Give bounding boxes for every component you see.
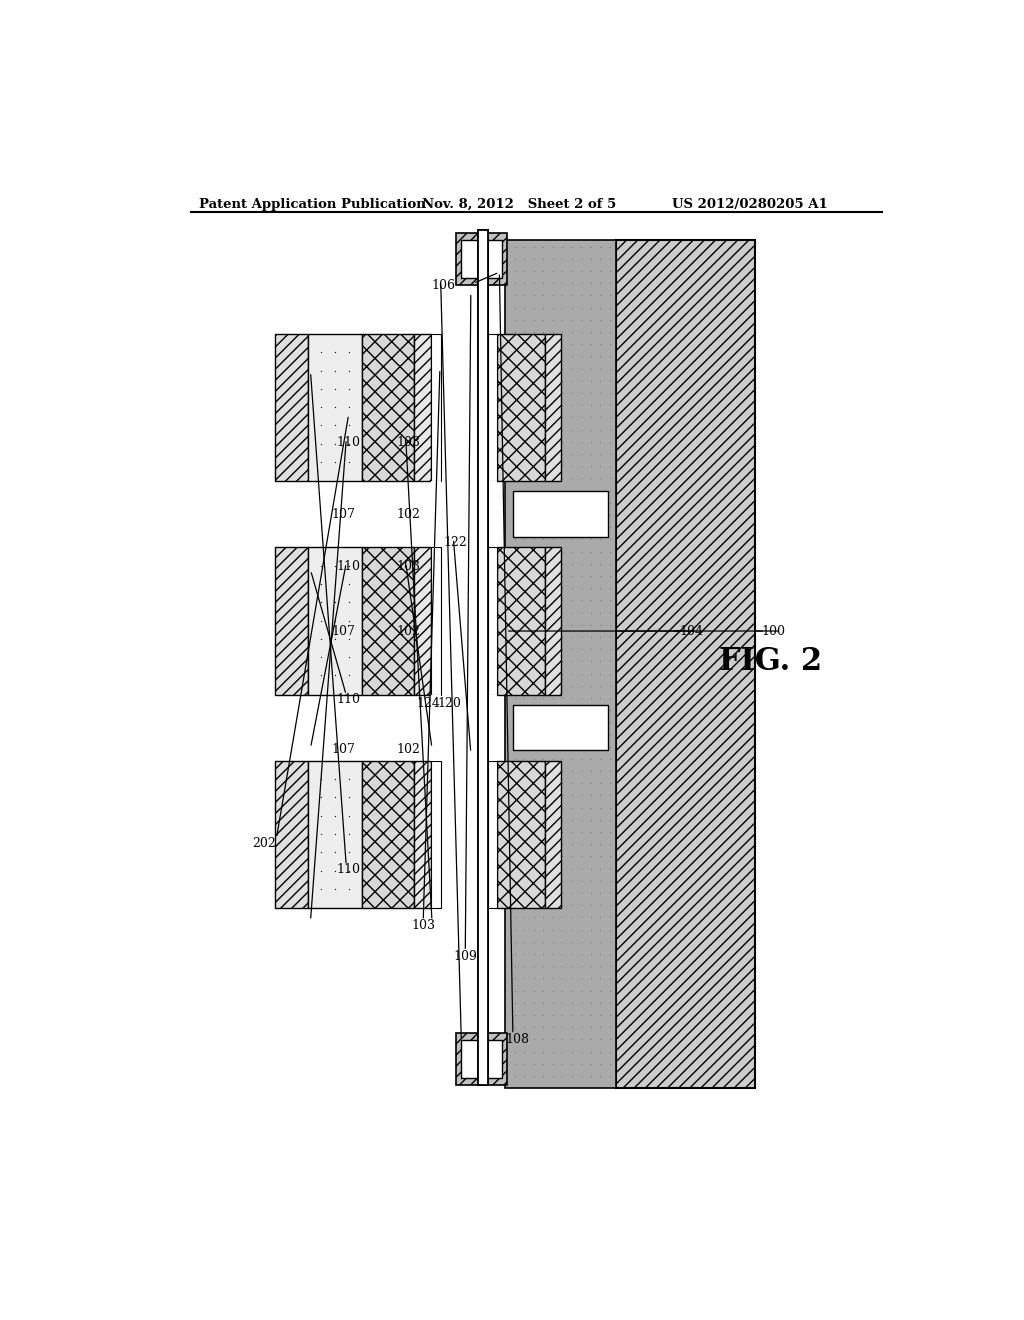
Text: FIG. 2: FIG. 2	[719, 645, 822, 677]
Text: Nov. 8, 2012   Sheet 2 of 5: Nov. 8, 2012 Sheet 2 of 5	[422, 198, 615, 211]
Bar	[414, 548, 431, 694]
Text: 202: 202	[253, 837, 276, 850]
Bar	[362, 334, 414, 480]
Bar	[308, 548, 362, 694]
Text: 110: 110	[337, 863, 360, 876]
Text: 107: 107	[331, 508, 355, 520]
Text: 103: 103	[396, 437, 420, 450]
Text: 104: 104	[680, 624, 703, 638]
Bar	[431, 694, 440, 760]
Bar	[456, 1032, 507, 1085]
Bar	[487, 334, 497, 480]
Text: 120: 120	[437, 697, 462, 710]
Bar	[478, 230, 487, 1085]
Bar	[505, 240, 616, 1089]
Bar	[362, 548, 414, 694]
Bar	[274, 760, 308, 908]
Text: 107: 107	[331, 624, 355, 638]
Bar	[545, 760, 560, 908]
Bar	[487, 760, 497, 908]
Bar	[513, 491, 608, 537]
Text: 108: 108	[505, 1034, 529, 1047]
Text: 110: 110	[337, 437, 360, 450]
Bar	[308, 760, 362, 908]
Bar	[487, 694, 497, 760]
Bar	[513, 705, 608, 751]
Text: 110: 110	[337, 693, 360, 706]
Bar	[461, 1040, 502, 1078]
Text: 122: 122	[443, 536, 468, 549]
Text: 110: 110	[337, 561, 360, 573]
Text: Patent Application Publication: Patent Application Publication	[200, 198, 426, 211]
Bar	[431, 760, 440, 908]
Bar	[414, 760, 431, 908]
Bar	[616, 240, 755, 1089]
Bar	[497, 334, 545, 480]
Bar	[545, 334, 560, 480]
Bar	[545, 548, 560, 694]
Bar	[487, 548, 497, 694]
Bar	[274, 334, 308, 480]
Bar	[414, 334, 431, 480]
Text: 124: 124	[416, 697, 440, 710]
Text: 107: 107	[331, 743, 355, 756]
Bar	[497, 548, 545, 694]
Bar	[431, 548, 440, 694]
Bar	[362, 760, 414, 908]
Bar	[487, 480, 497, 548]
Bar	[274, 548, 308, 694]
Bar	[461, 240, 502, 279]
Bar	[456, 232, 507, 285]
Bar	[478, 230, 487, 1085]
Text: 109: 109	[454, 950, 477, 962]
Text: 103: 103	[412, 919, 435, 932]
Text: 106: 106	[431, 279, 455, 292]
Text: 100: 100	[761, 624, 785, 638]
Text: 102: 102	[396, 508, 420, 520]
Bar	[431, 334, 440, 480]
Text: US 2012/0280205 A1: US 2012/0280205 A1	[672, 198, 827, 211]
Bar	[308, 334, 362, 480]
Text: 103: 103	[396, 561, 420, 573]
Bar	[431, 480, 440, 548]
Bar	[497, 760, 545, 908]
Text: 102: 102	[396, 624, 420, 638]
Text: 102: 102	[396, 743, 420, 756]
